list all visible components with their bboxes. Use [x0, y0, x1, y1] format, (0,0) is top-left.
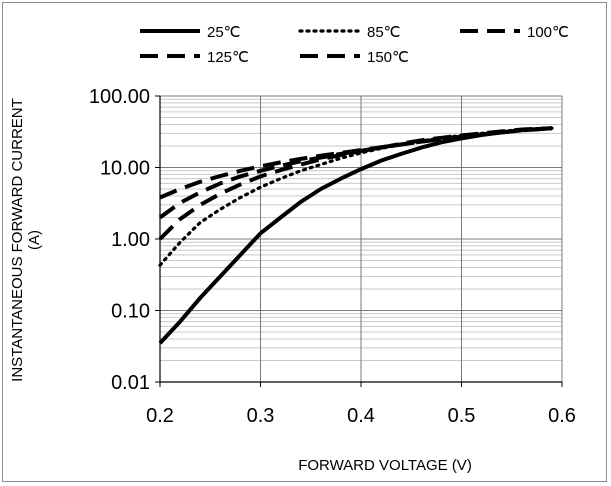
- y-axis-label-line-1: INSTANTANEOUS FORWARD CURRENT: [9, 98, 26, 382]
- series-group: [158, 126, 554, 345]
- grid-lines: [159, 95, 563, 383]
- y-tick-label: 10.00: [100, 158, 150, 180]
- x-tick-label: 0.6: [548, 405, 576, 427]
- legend-label-4: 125℃: [207, 49, 249, 66]
- x-tick-label: 0.3: [247, 405, 275, 427]
- x-tick-label: 0.2: [146, 405, 174, 427]
- y-tick-label: 100.00: [89, 86, 150, 108]
- x-axis-label: FORWARD VOLTAGE (V): [298, 457, 472, 474]
- series-line-5: [159, 126, 553, 200]
- series-line-2: [158, 126, 554, 267]
- y-axis-label: INSTANTANEOUS FORWARD CURRENT (A): [9, 98, 43, 382]
- x-tick-label: 0.5: [448, 405, 476, 427]
- y-axis-label-line-2: (A): [26, 230, 43, 250]
- axes: 0.01 0.10 1.00 10.00 100.00 0.2 0.3 0.4 0.5 0.6: [89, 86, 576, 427]
- legend: 25℃ 85℃ 100℃ 125℃ 150℃: [140, 24, 569, 66]
- x-tick-label: 0.4: [347, 405, 375, 427]
- legend-label-3: 100℃: [527, 24, 569, 41]
- y-tick-label: 1.00: [111, 229, 150, 251]
- y-tick-label: 0.01: [111, 372, 150, 394]
- y-tick-label: 0.10: [111, 301, 150, 323]
- legend-label-5: 150℃: [367, 49, 409, 66]
- legend-label-1: 25℃: [207, 24, 241, 41]
- legend-label-2: 85℃: [367, 24, 401, 41]
